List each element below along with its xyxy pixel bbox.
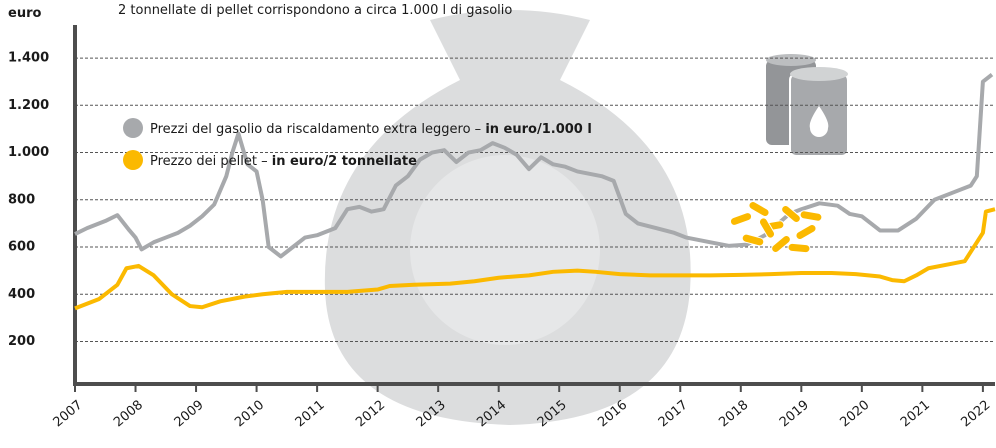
x-tick-label: 2020 (837, 398, 872, 431)
legend-swatch (123, 118, 143, 138)
y-tick-label: 600 (8, 240, 35, 255)
y-tick-label: 1.400 (8, 51, 49, 66)
x-tick-label: 2008 (111, 398, 146, 431)
x-tick-label: 2019 (777, 398, 812, 431)
x-tick-label: 2009 (172, 398, 207, 431)
money-bag-decoration (324, 10, 691, 425)
series-line (74, 73, 994, 259)
series-line (74, 207, 996, 311)
x-tick-label: 2018 (716, 398, 751, 431)
x-tick-label: 2007 (51, 398, 86, 431)
y-axis-label: euro (8, 6, 41, 21)
x-tick-label: 2010 (232, 398, 267, 431)
y-tick-label: 1.200 (8, 98, 49, 113)
legend-label: Prezzo dei pellet – in euro/2 tonnellate (150, 154, 417, 169)
y-tick-label: 200 (8, 334, 35, 349)
x-tick-label: 2012 (353, 398, 388, 431)
legend-swatch (123, 150, 143, 170)
legend-label: Prezzi del gasolio da riscaldamento extr… (150, 122, 592, 137)
y-tick-label: 800 (8, 192, 35, 207)
x-tick-label: 2022 (958, 398, 993, 431)
barrels-icon (766, 54, 849, 157)
y-tick-label: 400 (8, 287, 35, 302)
x-tick-label: 2021 (898, 398, 933, 431)
x-tick-label: 2017 (656, 398, 691, 431)
x-tick-label: 2011 (293, 398, 328, 431)
y-tick-label: 1.000 (8, 145, 49, 160)
subtitle: 2 tonnellate di pellet corrispondono a c… (118, 3, 512, 18)
pellets-icon (729, 201, 823, 254)
